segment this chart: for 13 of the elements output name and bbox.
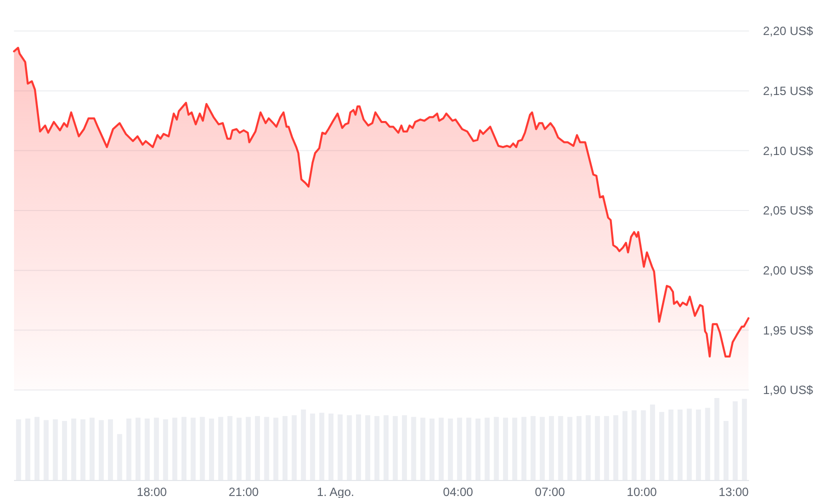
x-tick-label: 13:00	[718, 485, 750, 498]
y-tick-label: 1,95 US$	[763, 323, 814, 338]
x-tick-label: 07:00	[534, 485, 566, 498]
y-tick-label: 2,05 US$	[763, 204, 814, 218]
y-tick-label: 1,90 US$	[763, 383, 814, 398]
y-tick-label: 2,00 US$	[763, 264, 814, 278]
x-tick-label: 10:00	[626, 485, 658, 498]
x-tick-label: 18:00	[136, 485, 168, 498]
x-tick-label: 04:00	[443, 485, 474, 498]
y-tick-label: 2,15 US$	[763, 84, 814, 98]
x-tick-label: 21:00	[228, 485, 260, 498]
y-tick-label: 2,10 US$	[763, 144, 814, 158]
y-tick-label: 2,20 US$	[763, 24, 814, 38]
